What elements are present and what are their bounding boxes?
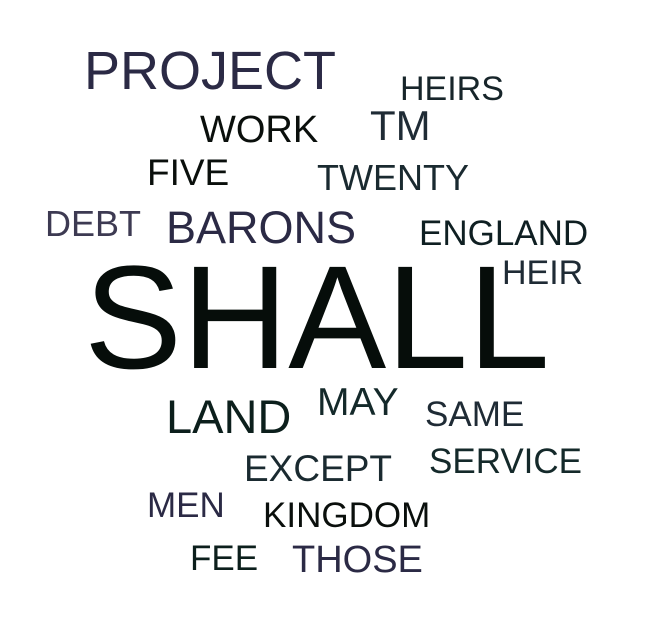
word-tm: TM — [370, 102, 431, 149]
word-heirs: HEIRS — [400, 70, 504, 108]
word-shall: SHALL — [84, 236, 550, 400]
word-work: WORK — [200, 109, 319, 151]
word-debt: DEBT — [45, 203, 142, 244]
word-may: MAY — [317, 381, 399, 424]
word-barons: BARONS — [166, 202, 357, 253]
word-except: EXCEPT — [244, 448, 393, 489]
word-same: SAME — [425, 395, 525, 434]
word-five: FIVE — [147, 152, 230, 193]
word-land: LAND — [166, 390, 292, 443]
word-project: PROJECT — [84, 41, 337, 101]
word-england: ENGLAND — [419, 214, 589, 253]
word-men: MEN — [147, 486, 225, 525]
word-heir: HEIR — [502, 254, 584, 292]
word-kingdom: KINGDOM — [263, 496, 431, 535]
word-those: THOSE — [292, 539, 423, 581]
word-fee: FEE — [190, 539, 259, 578]
word-twenty: TWENTY — [317, 157, 469, 198]
word-service: SERVICE — [429, 442, 583, 481]
